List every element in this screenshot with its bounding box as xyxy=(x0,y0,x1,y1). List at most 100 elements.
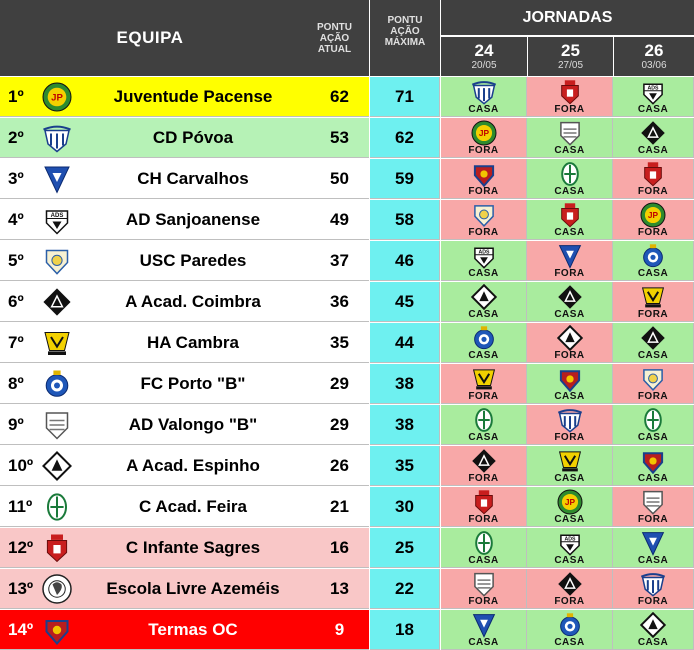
ad-sanjoanense-crest-icon: ADS xyxy=(471,243,497,269)
table-row: 4º ADS AD Sanjoanense 49 58 FORA CASA JP FORA xyxy=(0,200,694,240)
venue-label: FORA xyxy=(468,185,499,197)
c-acad-feira-crest-icon xyxy=(471,530,497,556)
svg-text:JP: JP xyxy=(564,497,575,507)
venue-label: CASA xyxy=(637,349,669,361)
current-points: 50 xyxy=(310,159,369,199)
table-row: 11º C Acad. Feira 21 30 FORA JP CASA FORA xyxy=(0,487,694,527)
fixture-cell: CASA xyxy=(441,528,527,568)
venue-label: CASA xyxy=(637,554,669,566)
position: 6º xyxy=(0,282,38,322)
position: 9º xyxy=(0,405,38,445)
max-points: 25 xyxy=(370,528,440,568)
max-points: 22 xyxy=(370,569,440,609)
c-acad-feira-crest-icon xyxy=(38,487,76,527)
venue-label: CASA xyxy=(554,472,585,484)
ad-sanjoanense-crest-icon: ADS xyxy=(557,530,583,556)
max-points: 71 xyxy=(370,77,440,117)
current-points: 35 xyxy=(310,323,369,363)
max-points-header: PONTU AÇÃO MÁXIMA xyxy=(370,0,440,76)
max-points: 46 xyxy=(370,241,440,281)
venue-label: CASA xyxy=(554,554,585,566)
a-acad-espinho-crest-icon xyxy=(38,446,76,486)
termas-oc-crest-icon xyxy=(557,366,583,392)
a-acad-espinho-crest-icon xyxy=(470,283,497,310)
a-acad-coimbra-crest-icon xyxy=(471,448,497,474)
fixture-cell: FORA xyxy=(613,487,694,527)
juventude-pacense-crest-icon: JP xyxy=(557,489,583,515)
team-name: FC Porto "B" xyxy=(76,364,310,404)
termas-oc-crest-icon xyxy=(38,610,76,650)
max-points: 58 xyxy=(370,200,440,240)
table-row: 14º Termas OC 9 18 CASA CASA CASA xyxy=(0,610,694,650)
team-name: Juventude Pacense xyxy=(76,77,310,117)
c-infante-sagres-crest-icon xyxy=(557,79,583,105)
venue-label: CASA xyxy=(554,636,585,648)
venue-label: CASA xyxy=(554,185,585,197)
table-row: 5º USC Paredes 37 46 ADS CASA FORA CASA xyxy=(0,241,694,281)
table-row: 2º CD Póvoa 53 62 JP FORA CASA CASA xyxy=(0,118,694,158)
venue-label: FORA xyxy=(468,472,499,484)
position: 5º xyxy=(0,241,38,281)
column-divider xyxy=(369,0,370,76)
current-points: 16 xyxy=(310,528,369,568)
max-points: 38 xyxy=(370,405,440,445)
venue-label: CASA xyxy=(554,144,585,156)
ch-carvalhos-crest-icon xyxy=(640,530,666,556)
fixture-cell: CASA xyxy=(613,323,694,363)
juventude-pacense-crest-icon: JP xyxy=(640,202,666,228)
current-points: 49 xyxy=(310,200,369,240)
round-header: 24 20/05 xyxy=(441,37,527,76)
table-row: 12º C Infante Sagres 16 25 CASA ADS CASA CASA xyxy=(0,528,694,568)
venue-label: CASA xyxy=(637,472,669,484)
fixture-cell: CASA xyxy=(527,282,613,322)
ad-valongo-crest-icon xyxy=(471,571,497,597)
a-acad-espinho-crest-icon xyxy=(640,611,666,638)
fixture-cell: FORA xyxy=(613,282,694,322)
svg-text:ADS: ADS xyxy=(478,249,489,255)
team-name: HA Cambra xyxy=(76,323,310,363)
usc-paredes-crest-icon xyxy=(38,241,76,281)
fixture-cell: FORA xyxy=(527,77,613,117)
position: 1º xyxy=(0,77,38,117)
fixture-cell: JP FORA xyxy=(441,118,527,158)
usc-paredes-crest-icon xyxy=(640,366,666,392)
team-name: A Acad. Coimbra xyxy=(76,282,310,322)
venue-label: CASA xyxy=(637,636,669,648)
fixture-cell: ADS CASA xyxy=(441,241,527,281)
ha-cambra-crest-icon xyxy=(557,448,583,474)
fc-porto-b-crest-icon xyxy=(38,364,76,404)
fixture-cell: FORA xyxy=(613,569,694,609)
venue-label: FORA xyxy=(468,595,499,607)
venue-label: CASA xyxy=(637,431,669,443)
cd-povoa-crest-icon xyxy=(557,407,583,433)
c-acad-feira-crest-icon xyxy=(557,161,583,187)
current-points: 37 xyxy=(310,241,369,281)
fixture-cell: CASA xyxy=(441,282,527,322)
table-row: 7º HA Cambra 35 44 CASA FORA CASA xyxy=(0,323,694,363)
column-divider xyxy=(613,37,614,76)
venue-label: FORA xyxy=(468,144,499,156)
fixture-cell: CASA xyxy=(613,610,694,650)
max-points: 30 xyxy=(370,487,440,527)
table-row: 1º JP Juventude Pacense 62 71 CASA FORA ADS CASA xyxy=(0,77,694,117)
a-acad-coimbra-crest-icon xyxy=(640,325,666,351)
fc-porto-b-crest-icon xyxy=(640,243,666,269)
venue-label: FORA xyxy=(468,390,499,402)
venue-label: FORA xyxy=(468,513,499,525)
column-divider xyxy=(527,37,528,76)
team-name: C Acad. Feira xyxy=(76,487,310,527)
venue-label: CASA xyxy=(468,554,499,566)
a-acad-coimbra-crest-icon xyxy=(557,571,583,597)
max-points: 38 xyxy=(370,364,440,404)
cd-povoa-crest-icon xyxy=(471,79,497,105)
fixture-cell: CASA xyxy=(441,323,527,363)
venue-label: CASA xyxy=(554,226,585,238)
position: 14º xyxy=(0,610,38,650)
svg-text:ADS: ADS xyxy=(51,213,64,219)
ad-valongo-crest-icon xyxy=(38,405,76,445)
current-points: 53 xyxy=(310,118,369,158)
termas-oc-crest-icon xyxy=(471,161,497,187)
c-infante-sagres-crest-icon xyxy=(640,161,666,187)
venue-label: FORA xyxy=(554,349,585,361)
